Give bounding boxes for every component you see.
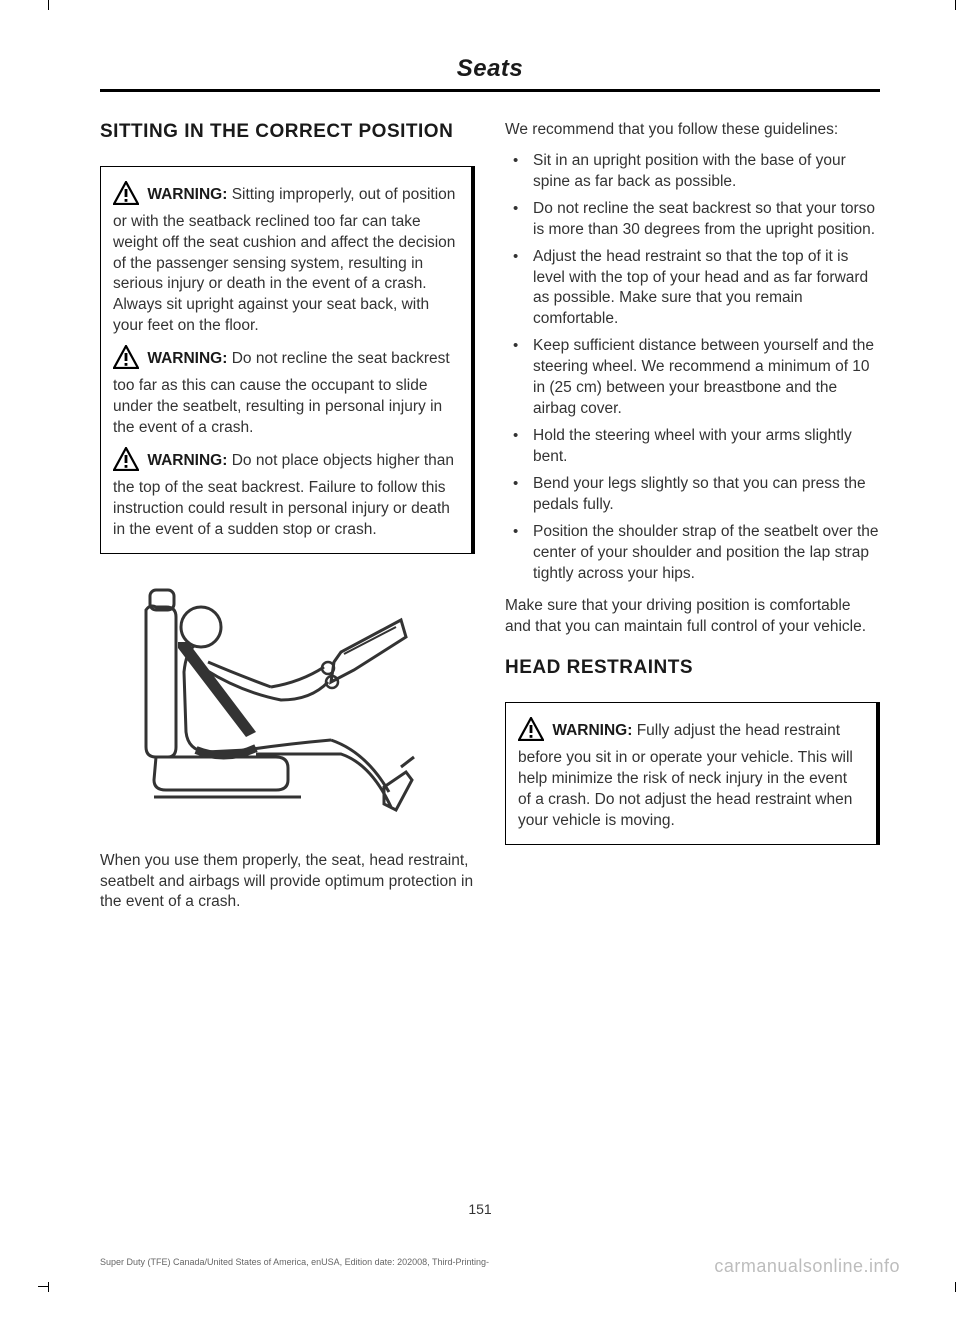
section-heading-sitting: SITTING IN THE CORRECT POSITION xyxy=(100,120,475,144)
warning-box-right: WARNING: Fully adjust the head restraint… xyxy=(505,702,880,845)
warning-triangle-icon xyxy=(518,717,544,748)
title-rule xyxy=(100,89,880,92)
guideline-item: Hold the steering wheel with your arms s… xyxy=(505,426,880,468)
warning-box-left: WARNING: Sitting improperly, out of posi… xyxy=(100,166,475,554)
footer-edition: Super Duty (TFE) Canada/United States of… xyxy=(100,1257,489,1267)
closing-paragraph: Make sure that your driving position is … xyxy=(505,596,880,638)
two-column-layout: SITTING IN THE CORRECT POSITION WARNING:… xyxy=(100,120,880,923)
guidelines-intro: We recommend that you follow these guide… xyxy=(505,120,880,141)
warning-headrestraint: WARNING: Fully adjust the head restraint… xyxy=(518,717,864,832)
section-heading-headrestraints: HEAD RESTRAINTS xyxy=(505,656,880,680)
warning-triangle-icon xyxy=(113,345,139,376)
warning-label: WARNING: xyxy=(147,452,227,469)
right-column: We recommend that you follow these guide… xyxy=(505,120,880,923)
warning-triangle-icon xyxy=(113,447,139,478)
page-content: Seats SITTING IN THE CORRECT POSITION WA… xyxy=(0,0,960,923)
guideline-item: Bend your legs slightly so that you can … xyxy=(505,474,880,516)
left-column: SITTING IN THE CORRECT POSITION WARNING:… xyxy=(100,120,475,923)
warning-1-text: Sitting improperly, out of position or w… xyxy=(113,186,455,335)
seating-position-figure xyxy=(106,582,475,837)
warning-label: WARNING: xyxy=(147,350,227,367)
warning-3: WARNING: Do not place objects higher tha… xyxy=(113,447,459,541)
guidelines-list: Sit in an upright position with the base… xyxy=(505,151,880,585)
chapter-title: Seats xyxy=(100,55,880,83)
guideline-item: Sit in an upright position with the base… xyxy=(505,151,880,193)
guideline-item: Keep sufficient distance between yoursel… xyxy=(505,336,880,420)
guideline-item: Adjust the head restraint so that the to… xyxy=(505,247,880,331)
page-number: 151 xyxy=(0,1201,960,1217)
warning-2: WARNING: Do not recline the seat backres… xyxy=(113,345,459,439)
warning-label: WARNING: xyxy=(147,186,227,203)
watermark: carmanualsonline.info xyxy=(714,1256,900,1277)
figure-caption: When you use them properly, the seat, he… xyxy=(100,851,475,914)
guideline-item: Position the shoulder strap of the seatb… xyxy=(505,522,880,585)
warning-label: WARNING: xyxy=(552,722,632,739)
warning-triangle-icon xyxy=(113,181,139,212)
warning-1: WARNING: Sitting improperly, out of posi… xyxy=(113,181,459,337)
guideline-item: Do not recline the seat backrest so that… xyxy=(505,199,880,241)
